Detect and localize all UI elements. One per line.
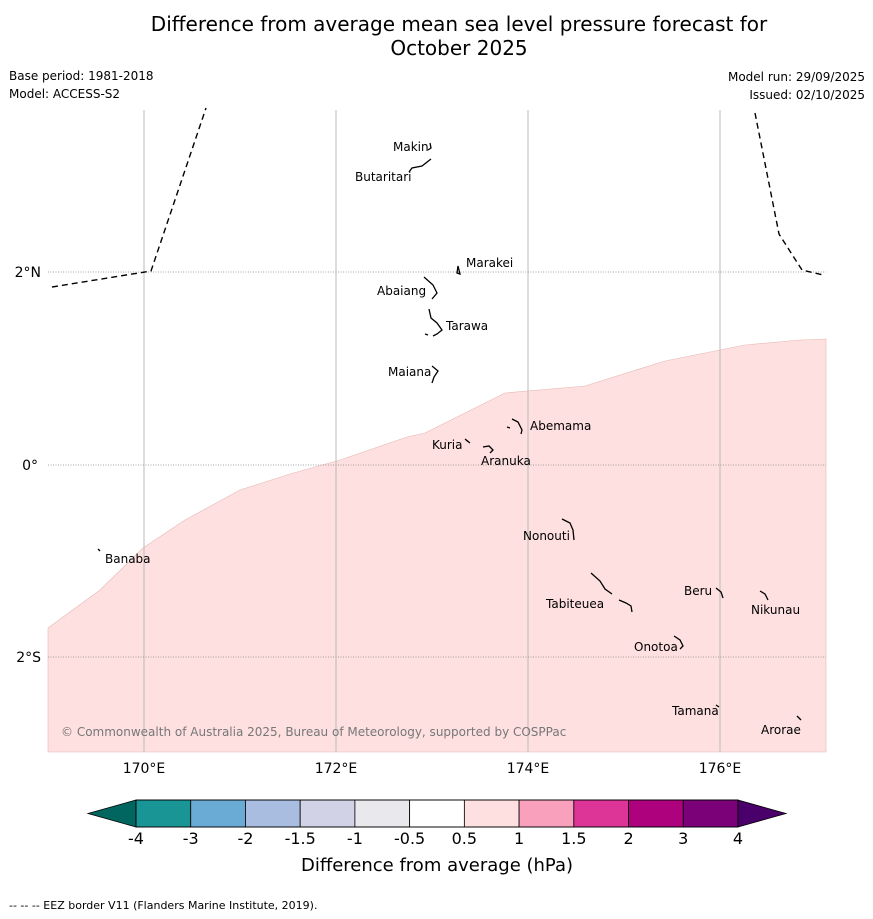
colorbar-cell	[628, 799, 684, 828]
island-shape-abaiang	[423, 276, 438, 300]
title-line-2: October 2025	[390, 36, 528, 60]
eez-footnote: -- -- -- EEZ border V11 (Flanders Marine…	[9, 899, 318, 912]
lat-label: 0°	[22, 458, 38, 474]
island-label: Makin	[393, 140, 429, 154]
island-shape-nonouti	[561, 518, 575, 541]
colorbar-extend-high	[737, 799, 788, 828]
island-shape-tarawa	[424, 308, 443, 337]
eez-border-west	[51, 107, 207, 288]
lon-label: 170°E	[123, 761, 166, 777]
island-shape-tamana	[715, 704, 720, 708]
island-label: Arorae	[761, 723, 801, 737]
colorbar-tick-label: -4	[128, 829, 144, 848]
lon-label: 176°E	[699, 761, 742, 777]
base-period: Base period: 1981-2018	[9, 69, 154, 83]
title-line-1: Difference from average mean sea level p…	[150, 12, 768, 36]
eez-borders	[51, 107, 824, 288]
island-label: Beru	[684, 584, 712, 598]
copyright-text: © Commonwealth of Australia 2025, Bureau…	[61, 725, 566, 739]
island-shape-abemama	[506, 418, 523, 435]
colorbar-ticks: -4 -3 -2 -1.5 -1 -0.5 0.5 1 1.5 2 3 4	[128, 829, 743, 848]
latitude-labels: 2°N 0° 2°S	[15, 265, 42, 666]
colorbar-extend-low	[86, 799, 137, 828]
island-shape-butaritari	[408, 158, 432, 173]
island-label: Tabiteuea	[545, 597, 604, 611]
colorbar-cell	[354, 799, 411, 828]
meta-right: Model run: 29/09/2025 Issued: 02/10/2025	[728, 68, 865, 104]
island-label: Tamana	[671, 704, 719, 718]
lon-label: 172°E	[315, 761, 358, 777]
island-label: Abemama	[530, 419, 591, 433]
colorbar-tick-label: -1	[347, 829, 363, 848]
island-labels: Makin Butaritari Marakei Abaiang Tarawa …	[105, 140, 801, 737]
colorbar-cell	[245, 799, 301, 828]
colorbar: -4 -3 -2 -1.5 -1 -0.5 0.5 1 1.5 2 3 4 Difference fr…	[86, 799, 788, 876]
island-label: Maiana	[388, 365, 431, 379]
colorbar-cells	[135, 799, 739, 828]
lat-label: 2°S	[16, 650, 41, 666]
island-shape-kuria	[464, 438, 471, 444]
longitude-gridlines	[143, 110, 721, 752]
colorbar-cell	[190, 799, 246, 828]
colorbar-outline	[135, 799, 739, 828]
island-label: Abaiang	[377, 284, 426, 298]
island-shape-beru	[715, 587, 724, 599]
colorbar-tick-label: -1.5	[285, 829, 316, 848]
island-label: Nonouti	[523, 529, 570, 543]
colorbar-tick-label: 3	[678, 829, 688, 848]
issued-date: Issued: 02/10/2025	[749, 88, 865, 102]
island-label: Marakei	[466, 256, 513, 270]
island-shape-arorae	[796, 715, 802, 721]
island-shape-nikunau	[759, 590, 769, 601]
colorbar-label: Difference from average (hPa)	[301, 855, 573, 876]
island-label: Tarawa	[445, 319, 488, 333]
model-run: Model run: 29/09/2025	[727, 70, 865, 84]
colorbar-tick-label: 1.5	[561, 829, 586, 848]
colorbar-tick-label: -3	[183, 829, 199, 848]
colorbar-tick-label: 0.5	[452, 829, 477, 848]
colorbar-cell	[409, 799, 465, 828]
island-label: Banaba	[105, 552, 151, 566]
island-shape-banaba	[97, 548, 101, 552]
colorbar-cell	[682, 799, 739, 828]
island-shape-aranuka	[482, 445, 494, 454]
island-label: Aranuka	[481, 454, 531, 468]
island-shape-maiana	[431, 365, 439, 384]
chart-title: Difference from average mean sea level p…	[0, 12, 873, 60]
island-label: Kuria	[432, 438, 463, 452]
island-shape-marakei	[456, 265, 461, 275]
anomaly-region	[47, 338, 827, 753]
latitude-gridlines	[48, 271, 826, 658]
colorbar-cell	[463, 799, 520, 828]
eez-border-east	[754, 112, 824, 276]
colorbar-cell	[518, 799, 575, 828]
colorbar-cell	[299, 799, 356, 828]
island-shape-makin	[427, 142, 432, 151]
colorbar-tick-label: 1	[514, 829, 524, 848]
colorbar-cell	[573, 799, 629, 828]
model-name: Model: ACCESS-S2	[9, 87, 121, 101]
longitude-labels: 170°E 172°E 174°E 176°E	[123, 761, 742, 777]
colorbar-tick-label: -2	[237, 829, 253, 848]
island-shape-tabiteuea	[590, 572, 633, 613]
meta-left: Base period: 1981-2018 Model: ACCESS-S2	[9, 67, 154, 103]
lon-label: 174°E	[507, 761, 550, 777]
island-label: Butaritari	[355, 170, 412, 184]
colorbar-cell	[135, 799, 192, 828]
lat-label: 2°N	[15, 265, 41, 281]
colorbar-tick-label: 4	[733, 829, 743, 848]
colorbar-tick-label: 2	[623, 829, 633, 848]
island-outlines	[97, 142, 802, 721]
colorbar-tick-label: -0.5	[394, 829, 425, 848]
island-shape-onotoa	[673, 635, 684, 650]
island-label: Nikunau	[751, 603, 800, 617]
island-label: Onotoa	[634, 640, 678, 654]
